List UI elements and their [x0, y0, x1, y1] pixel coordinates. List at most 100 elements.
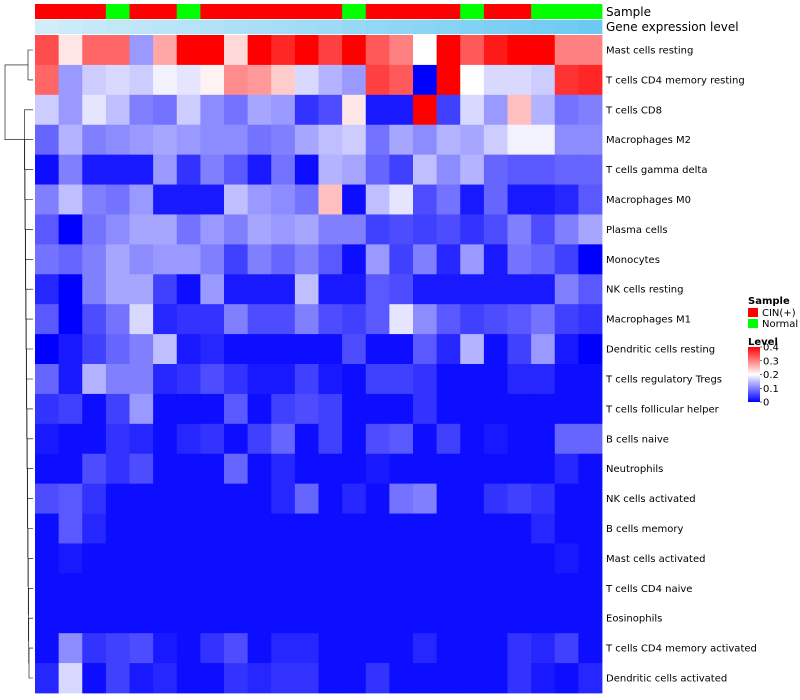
- heatmap-cell: [507, 513, 532, 544]
- heatmap-cell: [58, 244, 83, 275]
- heatmap-cell: [318, 663, 343, 694]
- expression-annotation-cell: [342, 20, 367, 34]
- heatmap-cell: [578, 244, 603, 275]
- heatmap-cell: [200, 274, 225, 305]
- heatmap-cell: [342, 184, 367, 215]
- expression-annotation-cell: [389, 20, 414, 34]
- heatmap-cell: [531, 483, 556, 514]
- heatmap-cell: [294, 94, 319, 126]
- heatmap-cell: [224, 663, 249, 694]
- heatmap-cell: [436, 214, 461, 245]
- sample-annotation-cell: [413, 4, 438, 19]
- heatmap-cell: [176, 423, 201, 455]
- heatmap-cell: [271, 364, 296, 395]
- heatmap-cell: [389, 663, 414, 694]
- sample-annotation-cell: [507, 4, 532, 19]
- heatmap-cell: [247, 633, 272, 664]
- heatmap-cell: [129, 393, 154, 425]
- heatmap-cell: [294, 124, 319, 156]
- heatmap-cell: [271, 423, 296, 455]
- heatmap-cell: [200, 214, 225, 245]
- heatmap-cell: [294, 633, 319, 664]
- heatmap-cell: [200, 304, 225, 335]
- heatmap-cell: [129, 423, 154, 455]
- expression-annotation-cell: [507, 20, 532, 34]
- heatmap-cell: [294, 184, 319, 215]
- legend-level-title: Level: [748, 337, 778, 348]
- heatmap-cell: [318, 453, 343, 485]
- heatmap-cell: [436, 154, 461, 185]
- heatmap-cell: [389, 64, 414, 96]
- heatmap-cell: [531, 573, 556, 604]
- heatmap-cell: [153, 633, 178, 664]
- expression-annotation-cell: [413, 20, 438, 34]
- heatmap-cell: [342, 304, 367, 335]
- dendrogram-branch: [4, 64, 28, 140]
- heatmap-cell: [271, 214, 296, 245]
- expression-annotation-cell: [554, 20, 579, 34]
- heatmap-cell: [129, 543, 154, 574]
- heatmap-cell: [342, 214, 367, 245]
- heatmap-cell: [389, 513, 414, 544]
- heatmap-cell: [460, 603, 485, 634]
- heatmap-cell: [247, 603, 272, 634]
- heatmap-cell: [105, 393, 130, 425]
- heatmap-cell: [129, 603, 154, 634]
- heatmap-cell: [58, 124, 83, 156]
- row-label: T cells CD4 memory activated: [605, 644, 757, 655]
- heatmap-cell: [554, 124, 579, 156]
- heatmap-cell: [58, 453, 83, 485]
- heatmap-cell: [413, 423, 438, 455]
- heatmap-cell: [271, 124, 296, 156]
- heatmap-cell: [176, 543, 201, 574]
- heatmap-cell: [105, 633, 130, 664]
- heatmap-cell: [224, 94, 249, 126]
- heatmap-cell: [554, 304, 579, 335]
- heatmap-cell: [365, 603, 390, 634]
- heatmap-cell: [507, 35, 532, 66]
- heatmap-cell: [460, 393, 485, 425]
- heatmap-cell: [224, 573, 249, 604]
- heatmap-cell: [389, 154, 414, 185]
- heatmap-cell: [554, 154, 579, 185]
- heatmap-cell: [318, 274, 343, 305]
- heatmap-cell: [318, 124, 343, 156]
- heatmap-cell: [531, 603, 556, 634]
- row-label: Mast cells resting: [606, 45, 693, 56]
- heatmap-cell: [531, 633, 556, 664]
- heatmap-cell: [105, 214, 130, 245]
- heatmap-cell: [413, 35, 438, 66]
- dendrogram-branch: [28, 588, 33, 641]
- heatmap-cell: [483, 214, 508, 245]
- heatmap-cell: [82, 304, 107, 335]
- heatmap-cell: [554, 423, 579, 455]
- heatmap-cell: [318, 64, 343, 96]
- heatmap-cell: [200, 64, 225, 96]
- heatmap-cell: [531, 453, 556, 485]
- heatmap-cell: [413, 393, 438, 425]
- heatmap-cell: [342, 64, 367, 96]
- heatmap-cell: [105, 663, 130, 694]
- heatmap-cell: [413, 64, 438, 96]
- heatmap-cell: [483, 453, 508, 485]
- sample-annotation-cell: [460, 4, 485, 19]
- heatmap-cell: [507, 423, 532, 455]
- heatmap-cell: [200, 124, 225, 156]
- heatmap-cell: [436, 633, 461, 664]
- heatmap-cell: [294, 393, 319, 425]
- heatmap-cell: [247, 663, 272, 694]
- dendrogram-branch: [27, 49, 33, 81]
- heatmap-cell: [224, 423, 249, 455]
- heatmap-cell: [58, 154, 83, 185]
- heatmap-cell: [294, 35, 319, 66]
- expression-annotation-cell: [578, 20, 603, 34]
- heatmap-cell: [460, 244, 485, 275]
- heatmap-cell: [105, 274, 130, 305]
- heatmap-cell: [224, 513, 249, 544]
- legend-tick-label: 0.2: [763, 370, 779, 381]
- heatmap-cell: [318, 543, 343, 574]
- heatmap-cell: [483, 513, 508, 544]
- expression-annotation-cell: [247, 20, 272, 34]
- heatmap-cell: [247, 453, 272, 485]
- sample-annotation-cell: [58, 4, 83, 19]
